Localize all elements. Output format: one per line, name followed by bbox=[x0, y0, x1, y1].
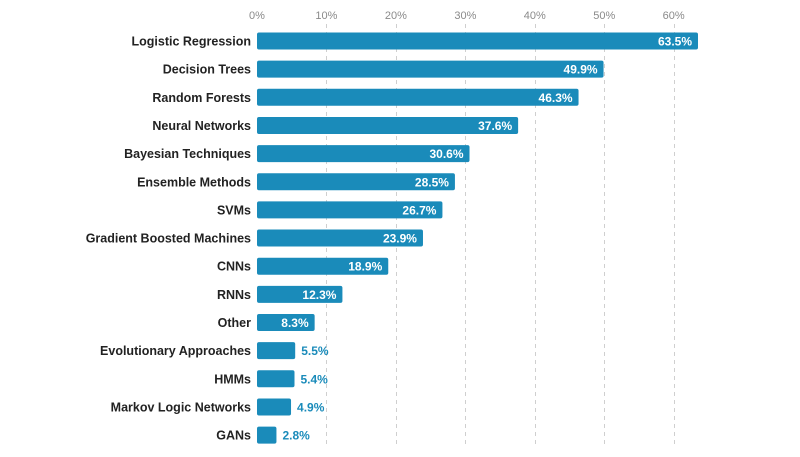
bar bbox=[257, 426, 277, 444]
data-label: 37.6% bbox=[478, 119, 512, 133]
bar bbox=[257, 342, 296, 360]
bar bbox=[257, 88, 579, 106]
x-tick-label-40: 40% bbox=[524, 10, 546, 22]
category-label: Evolutionary Approaches bbox=[100, 344, 251, 358]
category-label: RNNs bbox=[217, 288, 251, 302]
x-tick-label-0: 0% bbox=[249, 10, 265, 22]
data-label: 30.6% bbox=[429, 147, 463, 161]
bar bbox=[257, 145, 470, 163]
data-label: 23.9% bbox=[383, 232, 417, 246]
data-label: 49.9% bbox=[564, 63, 598, 77]
data-label: 12.3% bbox=[302, 288, 336, 302]
x-tick-label-50: 50% bbox=[593, 10, 615, 22]
data-label: 8.3% bbox=[281, 316, 309, 330]
category-label: Bayesian Techniques bbox=[124, 147, 251, 161]
category-label: SVMs bbox=[217, 203, 251, 217]
data-label: 18.9% bbox=[348, 260, 382, 274]
data-label: 5.4% bbox=[301, 372, 329, 386]
bar bbox=[257, 201, 443, 219]
category-label: Markov Logic Networks bbox=[111, 400, 251, 414]
bar bbox=[257, 257, 389, 275]
data-label: 5.5% bbox=[301, 344, 329, 358]
bar bbox=[257, 173, 455, 191]
data-label: 46.3% bbox=[539, 91, 573, 105]
bar bbox=[257, 32, 698, 50]
data-label: 28.5% bbox=[415, 175, 449, 189]
category-label: Logistic Regression bbox=[132, 35, 251, 49]
category-label: Other bbox=[218, 316, 251, 330]
data-label: 63.5% bbox=[658, 35, 692, 49]
bar bbox=[257, 60, 604, 78]
category-label: Decision Trees bbox=[163, 63, 251, 77]
bar bbox=[257, 285, 343, 303]
data-label: 2.8% bbox=[282, 429, 310, 443]
data-label: 26.7% bbox=[402, 203, 436, 217]
category-labels: Logistic Regression 63.5% Decision Trees 49… bbox=[86, 35, 693, 443]
bar bbox=[257, 314, 315, 331]
x-tick-label-10: 10% bbox=[315, 10, 337, 22]
bar bbox=[257, 229, 423, 247]
bars bbox=[257, 32, 698, 444]
x-axis-ticks: 0% 10% 20% 30% 40% 50% 60% bbox=[249, 10, 685, 22]
category-label: GANs bbox=[216, 429, 251, 443]
category-label: Random Forests bbox=[152, 91, 251, 105]
category-label: Neural Networks bbox=[152, 119, 251, 133]
category-label: CNNs bbox=[217, 260, 251, 274]
category-label: HMMs bbox=[214, 372, 251, 386]
x-tick-label-30: 30% bbox=[454, 10, 476, 22]
data-label: 4.9% bbox=[297, 400, 325, 414]
x-tick-label-20: 20% bbox=[385, 10, 407, 22]
category-label: Ensemble Methods bbox=[137, 175, 251, 189]
bar bbox=[257, 116, 519, 134]
bar bbox=[257, 370, 295, 388]
x-tick-label-60: 60% bbox=[663, 10, 685, 22]
bar bbox=[257, 398, 292, 416]
category-label: Gradient Boosted Machines bbox=[86, 232, 251, 246]
